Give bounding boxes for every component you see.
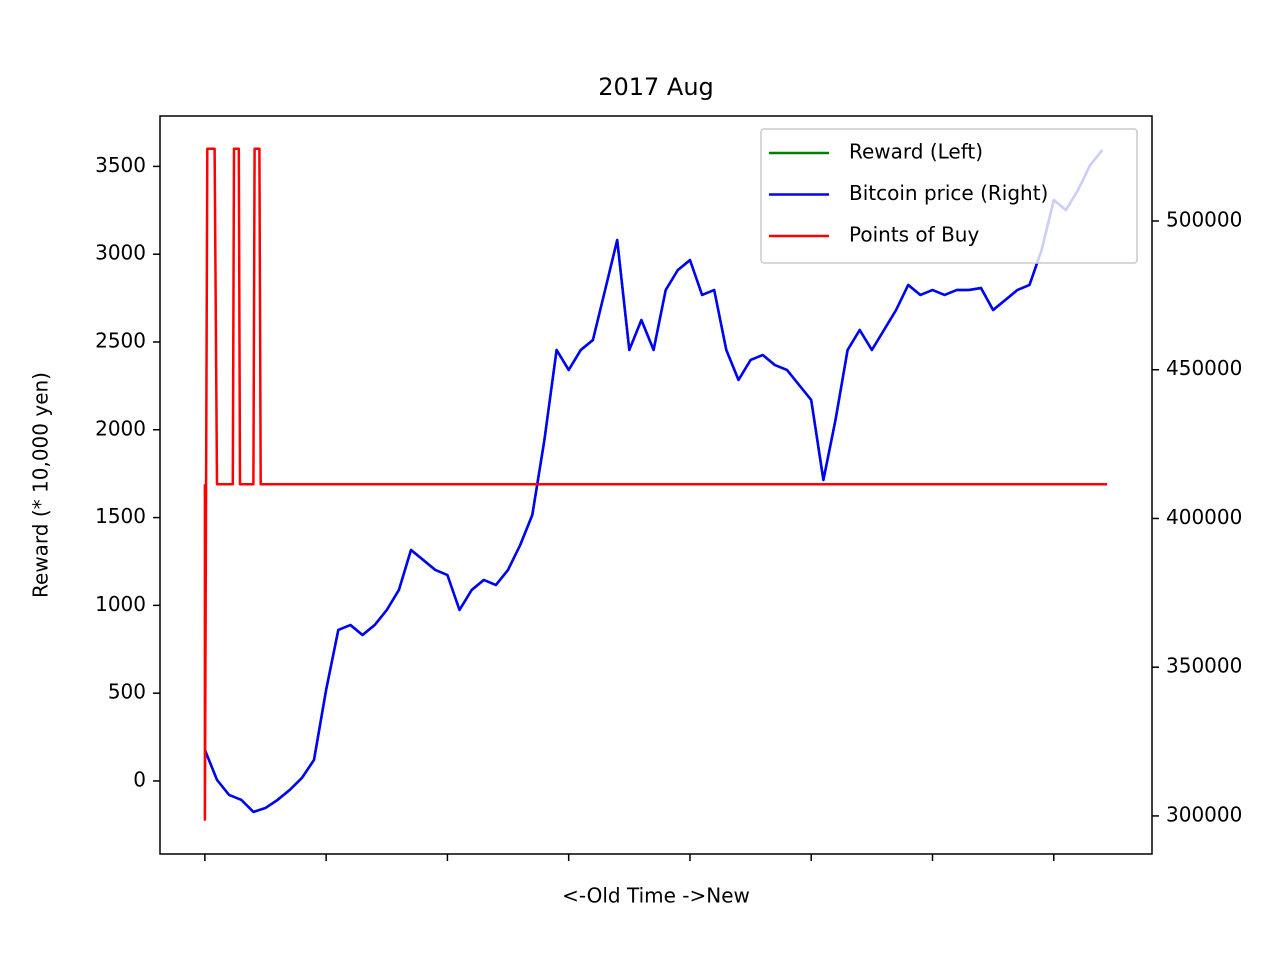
y-tick-label: 0	[133, 767, 146, 791]
y2-tick-label: 400000	[1166, 505, 1242, 529]
y-tick-label: 1500	[95, 504, 146, 528]
y-tick-label: 3500	[95, 153, 146, 177]
legend-box	[760, 128, 1138, 264]
data-line	[203, 147, 1108, 821]
legend-label: Reward (Left)	[849, 140, 983, 164]
y-tick-label: 500	[108, 680, 146, 704]
y-tick-label: 3000	[95, 241, 146, 265]
y-axis-label: Reward (* 10,000 yen)	[29, 372, 53, 598]
y-tick-label: 2000	[95, 416, 146, 440]
y2-tick-label: 350000	[1166, 654, 1242, 678]
y-tick-label: 1000	[95, 592, 146, 616]
y2-tick-label: 450000	[1166, 356, 1242, 380]
legend-label: Bitcoin price (Right)	[849, 181, 1048, 205]
data-line	[203, 149, 1104, 814]
y-tick-label: 2500	[95, 328, 146, 352]
x-axis-label: <-Old Time ->New	[562, 884, 750, 908]
legend-label: Points of Buy	[849, 223, 979, 247]
chart-title: 2017 Aug	[598, 73, 714, 101]
legend: Reward (Left) Bitcoin price (Right) Points…	[760, 128, 1138, 264]
plot-frame	[159, 115, 1153, 855]
y2-tick-label: 500000	[1166, 208, 1242, 232]
y2-tick-label: 300000	[1166, 802, 1242, 826]
